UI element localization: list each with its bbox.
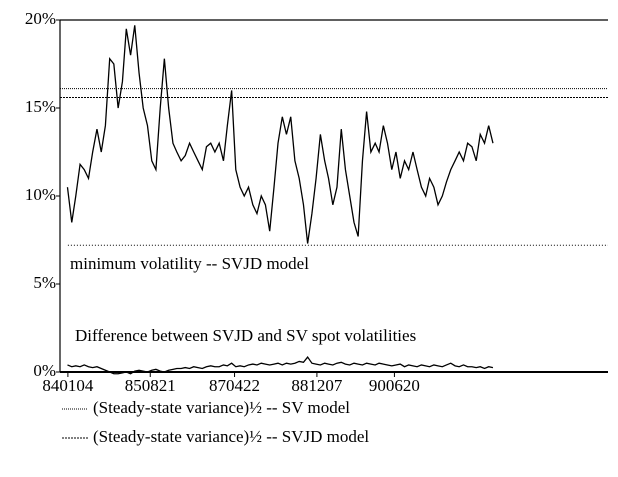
x-tick-label: 870422	[209, 376, 260, 395]
x-tick-label: 850821	[125, 376, 176, 395]
y-tick-label: 15%	[25, 97, 56, 116]
y-tick-label: 0%	[33, 361, 56, 380]
y-tick-label: 5%	[33, 273, 56, 292]
legend-label: (Steady-state variance)½ -- SVJD model	[93, 427, 369, 446]
y-tick-label: 10%	[25, 185, 56, 204]
series-line	[67, 355, 494, 375]
x-tick-label: 900620	[369, 376, 420, 395]
x-tick-label: 881207	[291, 376, 343, 395]
annotation: minimum volatility -- SVJD model	[70, 254, 309, 273]
x-tick-label: 840104	[42, 376, 94, 395]
legend-label: (Steady-state variance)½ -- SV model	[93, 398, 350, 417]
y-tick-label: 20%	[25, 9, 56, 28]
series-line	[66, 25, 494, 244]
annotation: Difference between SVJD and SV spot vola…	[75, 326, 416, 345]
